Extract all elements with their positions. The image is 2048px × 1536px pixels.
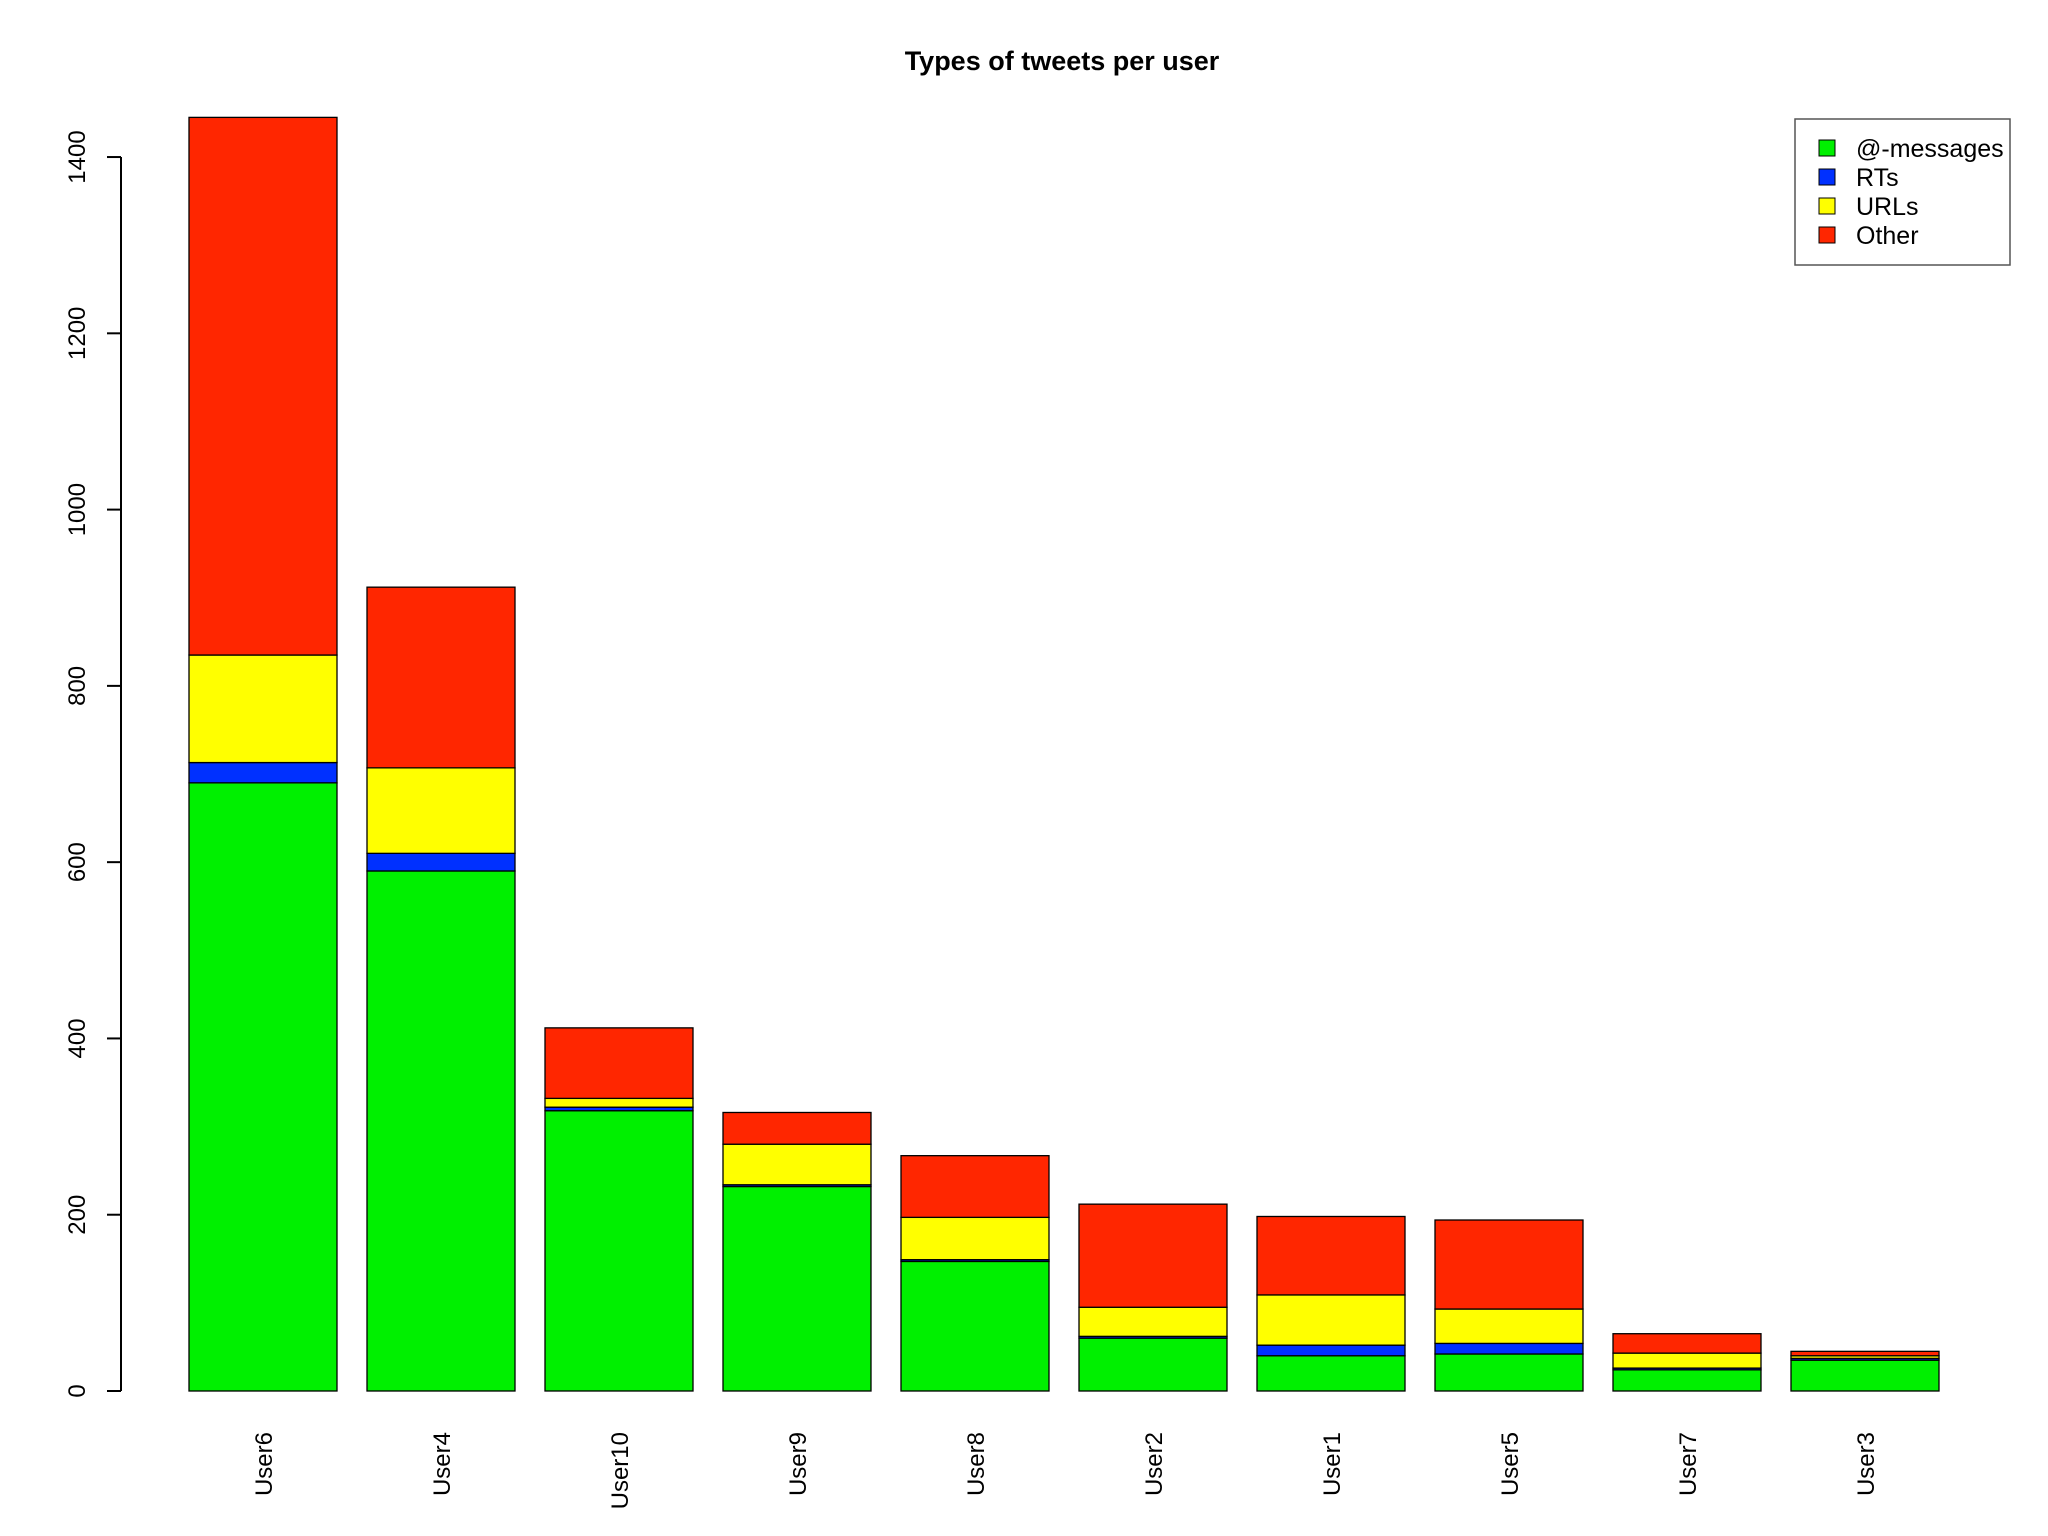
legend-item-other: Other [1818, 222, 1919, 250]
y-axis: 0 200 400 600 800 1000 1200 1400 [64, 130, 122, 1398]
legend-label: @-messages [1856, 135, 2004, 163]
bar-segment-urls [722, 1143, 872, 1186]
bar-stack-user1 [1256, 1215, 1406, 1392]
legend-item-rts: RTs [1818, 164, 1899, 192]
bar-stack-user6 [188, 116, 338, 1392]
bar-segment-rts [1256, 1344, 1406, 1357]
legend-item-messages: @-messages [1818, 135, 2004, 163]
x-tick-label: User8 [963, 1432, 990, 1496]
x-tick-label: User1 [1319, 1432, 1346, 1496]
x-tick-label: User9 [785, 1432, 812, 1496]
legend-label: Other [1856, 222, 1919, 250]
bar-segment-other [1078, 1203, 1228, 1308]
bar-segment-other [900, 1155, 1050, 1219]
bar-segment-other [1612, 1333, 1762, 1354]
y-tick-label: 0 [64, 1384, 91, 1397]
legend-swatch [1818, 197, 1836, 215]
bar-segment-urls [366, 767, 516, 854]
bar-segment-messages [366, 870, 516, 1392]
legend-swatch [1818, 168, 1836, 186]
bar-stack-user7 [1612, 1333, 1762, 1392]
bar-segment-other [544, 1027, 694, 1100]
y-tick-label: 1200 [64, 307, 91, 360]
bar-segment-rts [1434, 1342, 1584, 1355]
bar-segment-other [188, 116, 338, 656]
bar-segment-urls [1434, 1308, 1584, 1345]
x-axis-labels: User6 User4 User10 User9 User8 User2 User1 User… [251, 1432, 1880, 1509]
legend-swatch [1818, 139, 1836, 157]
x-tick-label: User10 [607, 1432, 634, 1509]
bar-segment-urls [188, 654, 338, 764]
bar-stack-user5 [1434, 1219, 1584, 1392]
y-tick-label: 400 [64, 1018, 91, 1058]
legend-item-urls: URLs [1818, 193, 1919, 221]
bar-stack-user9 [722, 1111, 872, 1392]
bar-segment-urls [1256, 1294, 1406, 1346]
bar-segment-messages [544, 1110, 694, 1392]
bar-segment-messages [1612, 1369, 1762, 1392]
bar-segment-other [1434, 1219, 1584, 1310]
bar-segment-messages [1256, 1355, 1406, 1392]
y-tick-label: 800 [64, 666, 91, 706]
bar-segment-urls [900, 1216, 1050, 1261]
legend-label: RTs [1856, 164, 1899, 192]
x-tick-label: User2 [1141, 1432, 1168, 1496]
bar-segment-rts [188, 761, 338, 784]
y-tick-label: 600 [64, 842, 91, 882]
bar-segment-urls [1612, 1352, 1762, 1369]
bar-stack-user4 [366, 586, 516, 1392]
bar-segment-messages [1790, 1359, 1940, 1392]
bar-segment-urls [1078, 1306, 1228, 1338]
bar-stack-user10 [544, 1027, 694, 1392]
y-tick-label: 1000 [64, 483, 91, 536]
bar-segment-messages [1434, 1353, 1584, 1392]
bar-segment-messages [1078, 1337, 1228, 1392]
bar-segment-other [1790, 1350, 1940, 1357]
bars [188, 116, 1940, 1392]
bar-segment-messages [900, 1260, 1050, 1392]
legend-swatch [1818, 226, 1836, 244]
x-tick-label: User3 [1853, 1432, 1880, 1496]
y-tick-label: 200 [64, 1195, 91, 1235]
x-tick-label: User7 [1675, 1432, 1702, 1496]
chart-title: Types of tweets per user [905, 46, 1220, 76]
bar-segment-messages [722, 1185, 872, 1392]
x-tick-label: User6 [251, 1432, 278, 1496]
y-tick-label: 1400 [64, 130, 91, 183]
bar-segment-rts [366, 852, 516, 872]
bar-stack-user2 [1078, 1203, 1228, 1392]
bar-stack-user8 [900, 1155, 1050, 1392]
bar-stack-user3 [1790, 1350, 1940, 1392]
bar-segment-other [722, 1111, 872, 1145]
bar-segment-messages [188, 782, 338, 1392]
x-tick-label: User4 [429, 1432, 456, 1496]
bar-segment-other [366, 586, 516, 769]
x-tick-label: User5 [1497, 1432, 1524, 1496]
bar-segment-urls [544, 1097, 694, 1108]
legend-label: URLs [1856, 193, 1919, 221]
bar-segment-other [1256, 1215, 1406, 1296]
